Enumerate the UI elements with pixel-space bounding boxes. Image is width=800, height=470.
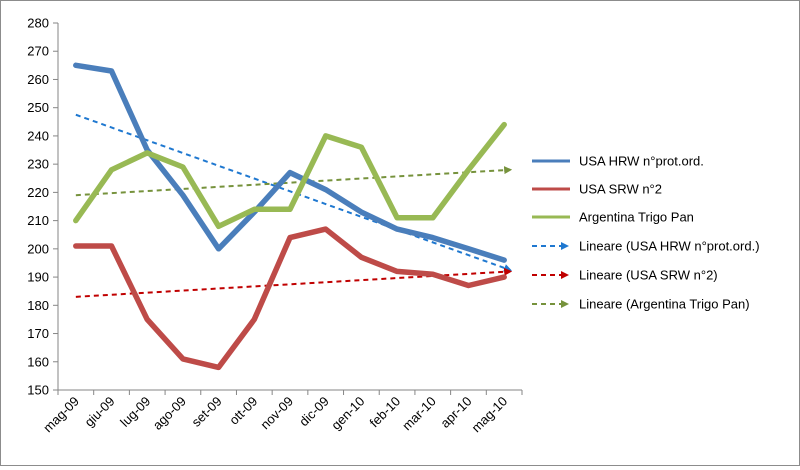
y-tick-label: 270: [27, 44, 49, 59]
trendline: [75, 267, 513, 298]
x-tick-label: dic-09: [296, 394, 332, 430]
legend: USA HRW n°prot.ord. USA SRW n°2 Argentina …: [532, 154, 760, 312]
series-line: [73, 121, 507, 230]
x-tick-label: giu-09: [81, 394, 117, 430]
legend-label: Lineare (USA HRW n°prot.ord.): [579, 239, 760, 254]
y-tick-label: 150: [27, 383, 49, 398]
x-tick-label: set-09: [189, 394, 225, 430]
legend-label: Argentina Trigo Pan: [579, 210, 694, 225]
y-tick-label: 210: [27, 213, 49, 228]
x-tick-label: ott-09: [226, 394, 260, 428]
y-tick-label: 230: [27, 157, 49, 172]
x-tick-label: gen-10: [328, 394, 367, 433]
x-tick-label: feb-10: [367, 394, 404, 431]
y-tick-label: 220: [27, 185, 49, 200]
y-tick-label: 240: [27, 128, 49, 143]
y-tick-label: 170: [27, 326, 49, 341]
y-tick-label: 250: [27, 100, 49, 115]
legend-label: Lineare (Argentina Trigo Pan): [579, 297, 750, 312]
y-tick-label: 260: [27, 72, 49, 87]
x-tick-label: mag-09: [40, 394, 82, 436]
axes: 150 160 170 180 190 200 210 220 230 240 250 260 270 2…: [27, 16, 523, 436]
legend-label: USA HRW n°prot.ord.: [579, 154, 704, 169]
y-tick-label: 180: [27, 298, 49, 313]
legend-label: USA SRW n°2: [579, 182, 662, 197]
trendline: [75, 166, 513, 197]
y-tick-label: 280: [27, 16, 49, 31]
legend-label: Lineare (USA SRW n°2): [579, 268, 718, 283]
x-tick-label: mag-10: [469, 394, 511, 436]
x-tick-label: mar-10: [399, 394, 439, 434]
y-tick-label: 200: [27, 241, 49, 256]
y-tick-label: 160: [27, 354, 49, 369]
x-tick-label: ago-09: [150, 394, 189, 433]
trendline: [75, 113, 513, 272]
x-tick-label: nov-09: [257, 394, 296, 433]
y-tick-label: 190: [27, 270, 49, 285]
series-line: [73, 226, 507, 371]
series-lines: [73, 62, 507, 371]
x-tick-label: lug-09: [117, 394, 153, 430]
series-line: [73, 62, 507, 263]
